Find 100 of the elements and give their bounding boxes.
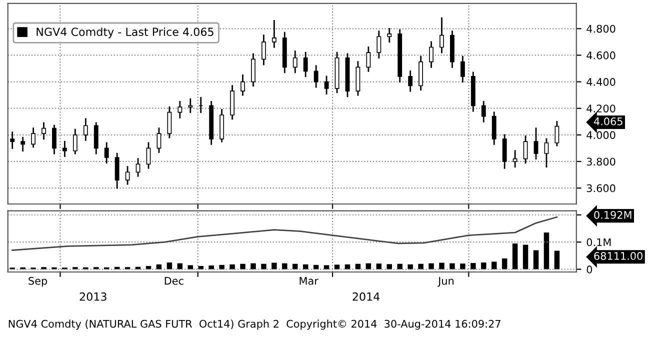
candlestick <box>72 128 78 154</box>
candlestick <box>10 132 15 149</box>
candlestick <box>178 101 182 118</box>
bar <box>366 263 372 270</box>
candlestick <box>376 30 382 59</box>
bar <box>386 264 392 270</box>
candlestick <box>418 56 424 90</box>
candlestick <box>125 166 130 185</box>
candlestick <box>534 128 538 160</box>
bar <box>272 262 277 270</box>
candlestick <box>188 98 193 114</box>
candlestick <box>136 158 140 177</box>
bar <box>208 265 214 270</box>
bar <box>397 264 402 270</box>
text: 2013 <box>80 292 106 301</box>
candlestick <box>261 34 266 66</box>
candlestick <box>62 140 67 157</box>
candlestick <box>492 112 496 145</box>
bar <box>324 265 330 270</box>
candlestick <box>220 108 224 142</box>
bar <box>261 264 266 270</box>
candlestick <box>366 46 371 72</box>
candlestick <box>272 20 276 48</box>
bar <box>439 262 444 270</box>
candlestick <box>292 50 298 74</box>
bar <box>470 263 476 270</box>
x-tick-label: Dec <box>164 277 184 285</box>
bar <box>250 263 256 270</box>
bar <box>313 264 319 270</box>
bar <box>450 263 455 270</box>
candlestick <box>52 124 56 154</box>
bar <box>428 263 434 270</box>
y-tick-label: 4.200 <box>586 104 616 112</box>
bar <box>344 264 350 270</box>
bar <box>240 264 246 270</box>
candlestick <box>251 53 256 86</box>
y-tick-label: 3.800 <box>586 158 616 166</box>
candlestick <box>502 134 507 169</box>
bar <box>230 264 235 270</box>
candlestick <box>460 56 465 82</box>
candlestick <box>554 120 560 146</box>
y-tick-label: 4.800 <box>586 24 616 33</box>
y-tick-label: 4.400 <box>586 78 616 86</box>
x-tick-label: Mar <box>300 277 318 285</box>
bar <box>166 262 172 270</box>
legend-label: NGV4 Comdty - Last Price 4.065 <box>36 27 214 38</box>
candlestick <box>31 128 36 148</box>
bar <box>544 232 550 270</box>
y-tick-label: 3.600 <box>586 184 616 192</box>
bar <box>481 262 486 270</box>
candlestick <box>544 138 549 168</box>
candlestick <box>303 52 308 78</box>
bar <box>408 264 413 270</box>
candlestick <box>94 122 98 154</box>
bar <box>522 244 528 270</box>
candlestick <box>146 142 151 169</box>
bar <box>177 263 183 270</box>
candlestick <box>114 152 120 189</box>
bar <box>418 264 424 270</box>
candlestick <box>42 122 46 140</box>
bar <box>219 264 224 270</box>
bar <box>502 258 508 270</box>
bar <box>376 264 382 270</box>
candlestick <box>104 142 109 164</box>
y-tick-label: 0.1M <box>586 238 611 246</box>
bar <box>554 250 560 270</box>
line-series <box>12 216 558 251</box>
candlestick <box>512 150 518 168</box>
bar <box>512 243 518 270</box>
candlestick <box>440 17 444 54</box>
candlestick <box>167 106 172 138</box>
candlestick <box>523 136 528 164</box>
bar <box>460 264 466 270</box>
candlestick <box>324 76 329 94</box>
candlestick <box>83 118 88 141</box>
text: NGV4 Comdty (NATURAL GAS FUTR Oct14) Graph 2 Copyright© 2014 30-Aug-2014 16:09:27 <box>8 320 500 330</box>
bar <box>491 262 497 270</box>
text: 2014 <box>352 292 380 301</box>
candlestick <box>356 61 360 96</box>
y-tick-label: 4.600 <box>586 51 616 60</box>
candlestick <box>156 128 162 153</box>
x-tick-label: Jun <box>438 277 454 287</box>
candlestick <box>481 101 486 122</box>
candlestick <box>408 70 413 92</box>
candlestick <box>429 41 434 68</box>
bar <box>156 264 162 270</box>
bar <box>282 263 288 270</box>
candlestick <box>387 28 392 43</box>
candlestick <box>240 74 245 96</box>
bar <box>198 266 204 270</box>
x-tick-label: Sep <box>28 276 48 287</box>
text: 0.192M <box>594 210 632 219</box>
y-tick-label: 0 <box>586 266 592 274</box>
bar <box>334 264 340 270</box>
bar <box>188 265 194 270</box>
text: 68111.00 <box>594 252 642 260</box>
text: 4.065 <box>594 117 622 126</box>
bar <box>533 250 539 270</box>
candlestick <box>20 136 26 152</box>
y-tick-label: 4.000 <box>586 131 616 140</box>
